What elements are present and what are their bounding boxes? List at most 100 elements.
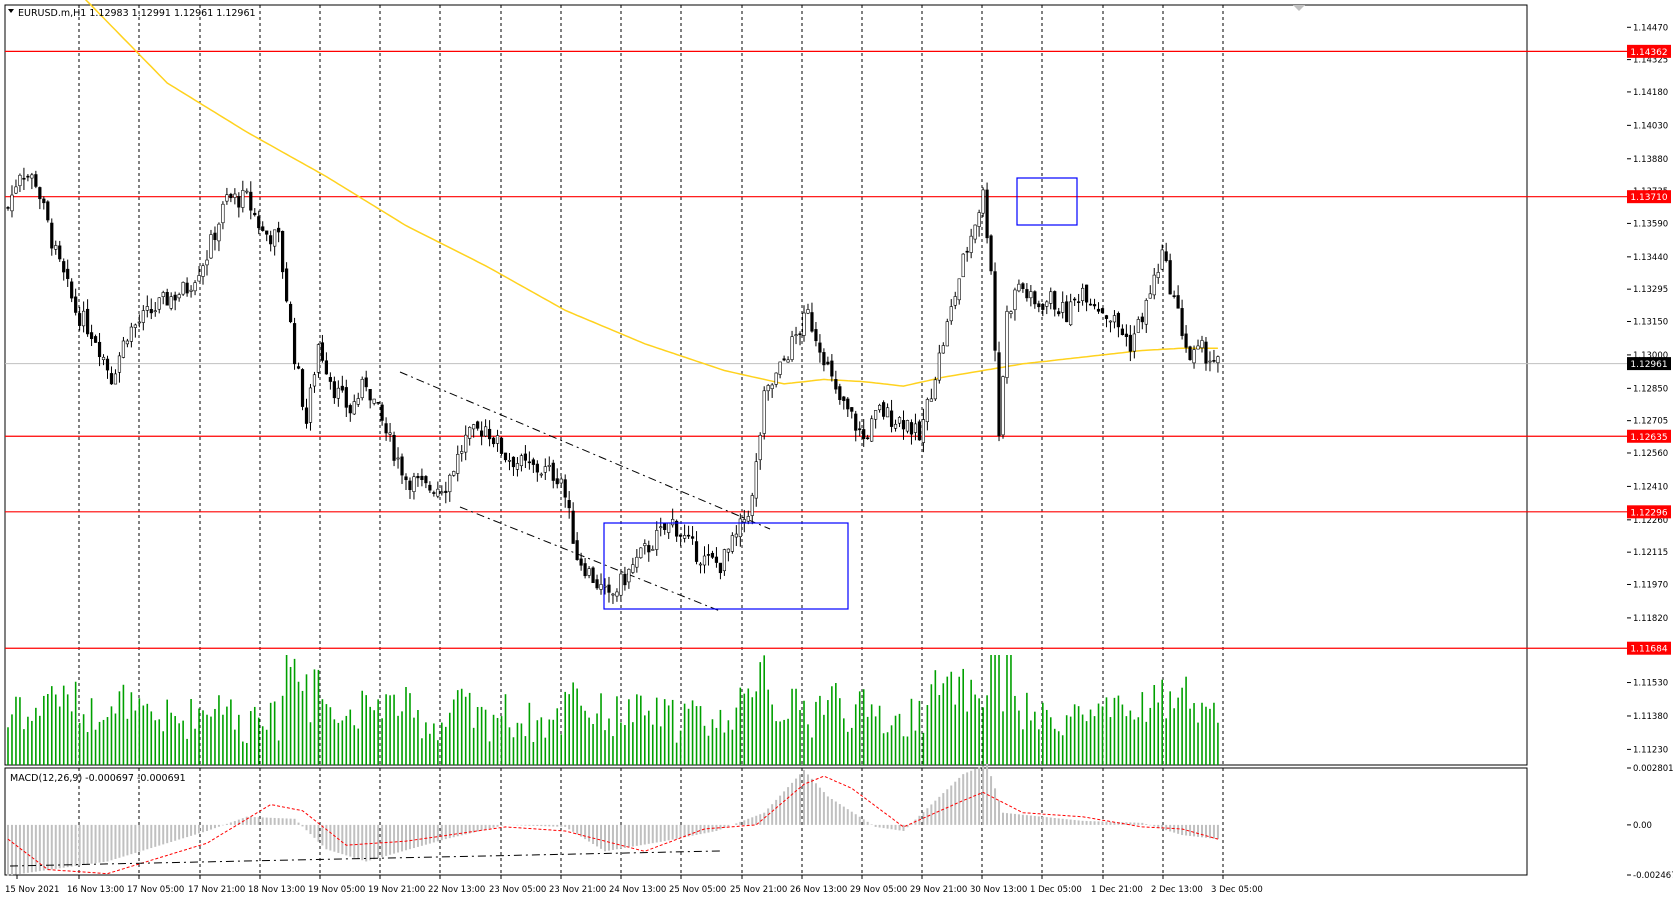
candle-body	[86, 308, 90, 335]
candle-body	[993, 271, 997, 351]
candle-body	[197, 275, 201, 282]
time-tick-label: 1 Dec 21:00	[1091, 885, 1143, 895]
candle-body	[316, 344, 321, 373]
candle-body	[671, 519, 675, 526]
candle-body	[296, 366, 301, 369]
candle-body	[30, 174, 34, 179]
candle-body	[320, 342, 325, 361]
candle-body	[1180, 308, 1184, 336]
candle-body	[269, 235, 273, 245]
candle-body	[730, 535, 734, 552]
candle-body	[193, 282, 197, 292]
candle-body	[380, 404, 384, 421]
candle-body	[985, 189, 989, 239]
candle-body	[237, 196, 241, 208]
candle-body	[93, 336, 98, 343]
price-tick-label: 1.13440	[1633, 253, 1668, 263]
candle-body	[499, 437, 504, 454]
candle-body	[1164, 251, 1168, 262]
candle-body	[738, 518, 742, 538]
candle-body	[794, 334, 798, 337]
dropdown-triangle-icon[interactable]	[8, 9, 14, 13]
candle-body	[480, 430, 484, 437]
price-channel[interactable]	[399, 371, 771, 612]
candle-body	[885, 407, 890, 418]
candle-body	[643, 543, 647, 547]
candle-body	[336, 387, 340, 399]
candle-body	[1017, 283, 1021, 292]
candle-body	[241, 190, 245, 208]
candle-body	[826, 361, 830, 365]
level-label-bg	[1627, 429, 1671, 443]
macd-axis: 0.002801 0.00 -0.002467	[1627, 764, 1673, 881]
macd-label: MACD(12,26,9) -0.000697 -0.000691	[10, 773, 186, 784]
candle-body	[754, 461, 758, 499]
candle-body	[1128, 334, 1132, 352]
candle-body	[1084, 284, 1089, 303]
candle-body	[249, 191, 253, 211]
horizontal-levels[interactable]	[5, 50, 1627, 649]
candle-body	[878, 404, 882, 411]
price-tick-label: 1.11380	[1633, 712, 1668, 722]
candle-body	[714, 556, 719, 563]
candle-body	[62, 261, 66, 273]
candle-body	[981, 189, 985, 214]
candle-body	[563, 479, 567, 498]
candle-body	[1168, 260, 1172, 295]
symbol-header[interactable]: EURUSD.m,H1 1.12983 1.12991 1.12961 1.12…	[8, 8, 256, 19]
candle-body	[607, 584, 611, 593]
candle-body	[356, 398, 360, 405]
candle-body	[460, 451, 464, 454]
candle-body	[1021, 283, 1025, 290]
candle-body	[726, 548, 730, 553]
candle-body	[870, 418, 874, 442]
candle-body	[762, 390, 766, 434]
time-axis: 15 Nov 2021 16 Nov 13:00 17 Nov 05:00 17 No…	[5, 875, 1263, 895]
channel-upper-trendline[interactable]	[399, 371, 771, 530]
candle-body	[400, 456, 404, 476]
candle-body	[145, 306, 149, 311]
candle-body	[881, 402, 886, 417]
candle-body	[746, 516, 750, 522]
macd-trendline[interactable]	[9, 850, 721, 867]
candle-body	[734, 533, 738, 538]
time-tick-label: 17 Nov 21:00	[188, 885, 245, 895]
candle-body	[6, 207, 10, 209]
candle-body	[1104, 315, 1109, 319]
candle-body	[543, 466, 547, 473]
candle-body	[495, 435, 500, 444]
candle-body	[830, 360, 834, 377]
candle-body	[245, 190, 249, 193]
candle-body	[838, 386, 842, 400]
breakout-box[interactable]	[1016, 177, 1078, 226]
candle-body	[961, 253, 965, 278]
candle-body	[1216, 356, 1220, 364]
candle-body	[535, 463, 539, 473]
candle-body	[432, 492, 436, 494]
time-tick-label: 30 Nov 13:00	[970, 885, 1027, 895]
candle-body	[153, 310, 157, 313]
candle-body	[774, 372, 778, 385]
macd-tick-label: 0.002801	[1633, 764, 1673, 774]
candle-body	[575, 540, 579, 560]
candle-body	[89, 332, 94, 339]
candle-body	[472, 424, 476, 430]
candle-body	[1001, 376, 1005, 436]
shift-marker-icon[interactable]	[1293, 5, 1305, 11]
candle-body	[292, 323, 297, 365]
candle-body	[324, 360, 329, 375]
candle-body	[257, 216, 261, 229]
candle-body	[1204, 341, 1208, 364]
candle-body	[388, 432, 392, 435]
candle-body	[26, 175, 30, 178]
candle-body	[1037, 303, 1041, 308]
candle-body	[1116, 313, 1121, 328]
candle-body	[424, 476, 428, 484]
accumulation-box[interactable]	[603, 522, 849, 610]
candle-body	[1009, 311, 1013, 314]
candle-body	[527, 461, 531, 464]
candle-body	[277, 227, 281, 233]
candle-body	[284, 268, 289, 302]
